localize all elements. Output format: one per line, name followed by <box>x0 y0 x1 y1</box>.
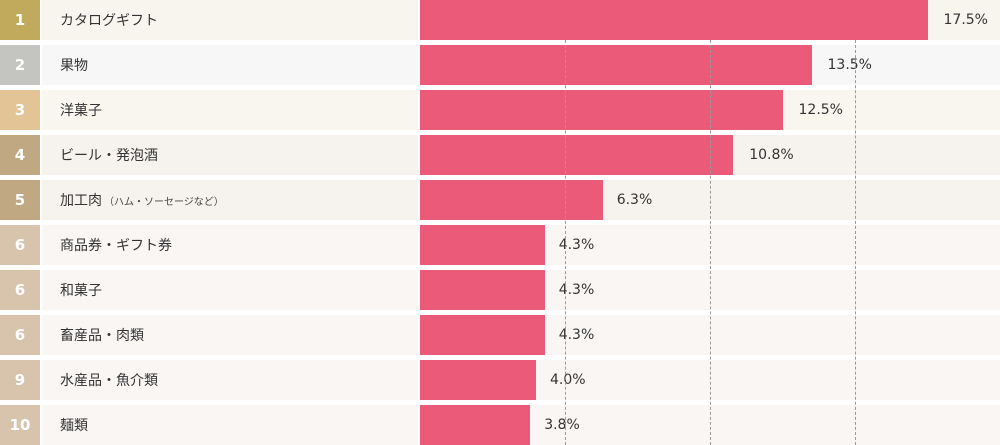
rank-badge: 9 <box>0 360 40 400</box>
chart-row: 4 ビール・発泡酒 10.8% <box>0 135 1000 175</box>
category-note: （ハム・ソーセージなど） <box>104 196 224 208</box>
bar <box>420 90 783 130</box>
bar <box>420 270 545 310</box>
rank-badge: 6 <box>0 270 40 310</box>
value-label: 3.8% <box>544 417 580 433</box>
category-label: ビール・発泡酒 <box>60 148 158 164</box>
rank-badge: 1 <box>0 0 40 40</box>
category-label-cell: ビール・発泡酒 <box>42 135 418 175</box>
rank-badge: 3 <box>0 90 40 130</box>
category-label-cell: 商品券・ギフト券 <box>42 225 418 265</box>
rank-badge: 2 <box>0 45 40 85</box>
value-label: 4.3% <box>558 237 595 253</box>
category-label: 商品券・ギフト券 <box>60 238 172 254</box>
category-label: 麺類 <box>60 418 88 434</box>
category-label-cell: 果物 <box>42 45 418 85</box>
value-label: 17.5% <box>943 12 988 28</box>
bar <box>420 315 545 355</box>
category-label: カタログギフト <box>60 13 158 29</box>
rank-badge: 5 <box>0 180 40 220</box>
category-label: 加工肉 <box>60 193 102 209</box>
value-label: 6.3% <box>616 192 653 208</box>
bar <box>420 225 545 265</box>
bar <box>420 0 928 40</box>
category-label: 和菓子 <box>60 283 102 299</box>
value-label: 12.5% <box>798 102 843 118</box>
rank-badge: 4 <box>0 135 40 175</box>
gridline <box>565 40 566 445</box>
chart-row: 6 商品券・ギフト券 4.3% <box>0 225 1000 265</box>
chart-row: 1 カタログギフト 17.5% <box>0 0 1000 40</box>
value-label: 4.3% <box>558 327 595 343</box>
bar <box>420 405 531 445</box>
value-label: 10.8% <box>749 147 794 163</box>
chart-row: 6 和菓子 4.3% <box>0 270 1000 310</box>
rank-badge: 6 <box>0 315 40 355</box>
value-label: 4.3% <box>558 282 595 298</box>
category-label-cell: 和菓子 <box>42 270 418 310</box>
bar <box>420 45 812 85</box>
gridline <box>855 40 856 445</box>
chart-row: 2 果物 13.5% <box>0 45 1000 85</box>
chart-row: 3 洋菓子 12.5% <box>0 90 1000 130</box>
rank-badge: 10 <box>0 405 40 445</box>
chart-row: 6 畜産品・肉類 4.3% <box>0 315 1000 355</box>
bar <box>420 135 734 175</box>
value-label: 4.0% <box>550 372 586 388</box>
category-label: 水産品・魚介類 <box>60 373 158 389</box>
category-label-cell: 畜産品・肉類 <box>42 315 418 355</box>
bar-track: 17.5% <box>420 0 1000 40</box>
bar <box>420 360 536 400</box>
gridline <box>710 40 711 445</box>
category-label-cell: 麺類 <box>42 405 418 445</box>
category-label-cell: 水産品・魚介類 <box>42 360 418 400</box>
bar <box>420 180 603 220</box>
category-label: 果物 <box>60 58 88 74</box>
category-label: 洋菓子 <box>60 103 102 119</box>
category-label-cell: 洋菓子 <box>42 90 418 130</box>
chart-row: 10 麺類 3.8% <box>0 405 1000 445</box>
category-label-cell: 加工肉 （ハム・ソーセージなど） <box>42 180 418 220</box>
value-label: 13.5% <box>827 57 872 73</box>
chart-row: 5 加工肉 （ハム・ソーセージなど） 6.3% <box>0 180 1000 220</box>
category-label: 畜産品・肉類 <box>60 328 144 344</box>
category-label-cell: カタログギフト <box>42 0 418 40</box>
rank-badge: 6 <box>0 225 40 265</box>
chart-row: 9 水産品・魚介類 4.0% <box>0 360 1000 400</box>
